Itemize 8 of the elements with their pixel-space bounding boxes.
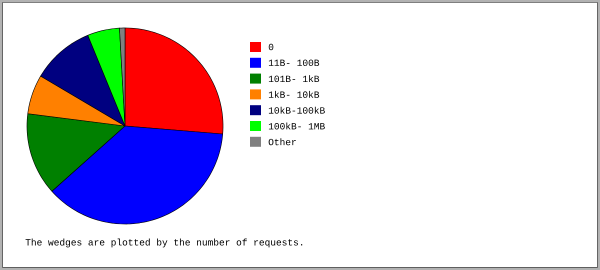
legend-label: 1kB- 10kB	[268, 90, 320, 98]
legend-label: 11B- 100B	[268, 60, 320, 66]
legend-label: 10kB-100kB	[268, 106, 325, 114]
text: The wedges are plotted by the number of requests.	[26, 238, 302, 248]
legend-label: 0	[268, 44, 274, 50]
legend-label: Other	[268, 138, 296, 146]
legend-label: 100kB- 1MB	[268, 122, 325, 130]
legend-label: 101B- 1kB	[268, 75, 320, 82]
